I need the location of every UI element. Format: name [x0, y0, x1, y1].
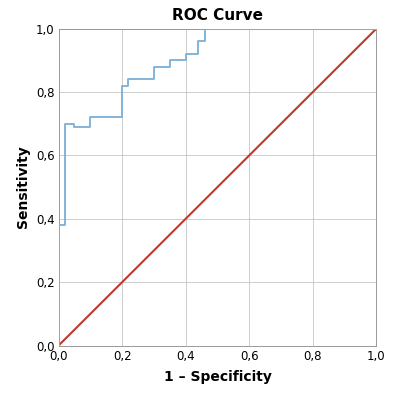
Y-axis label: Sensitivity: Sensitivity [16, 146, 30, 228]
Title: ROC Curve: ROC Curve [172, 8, 263, 23]
X-axis label: 1 – Specificity: 1 – Specificity [164, 370, 271, 384]
